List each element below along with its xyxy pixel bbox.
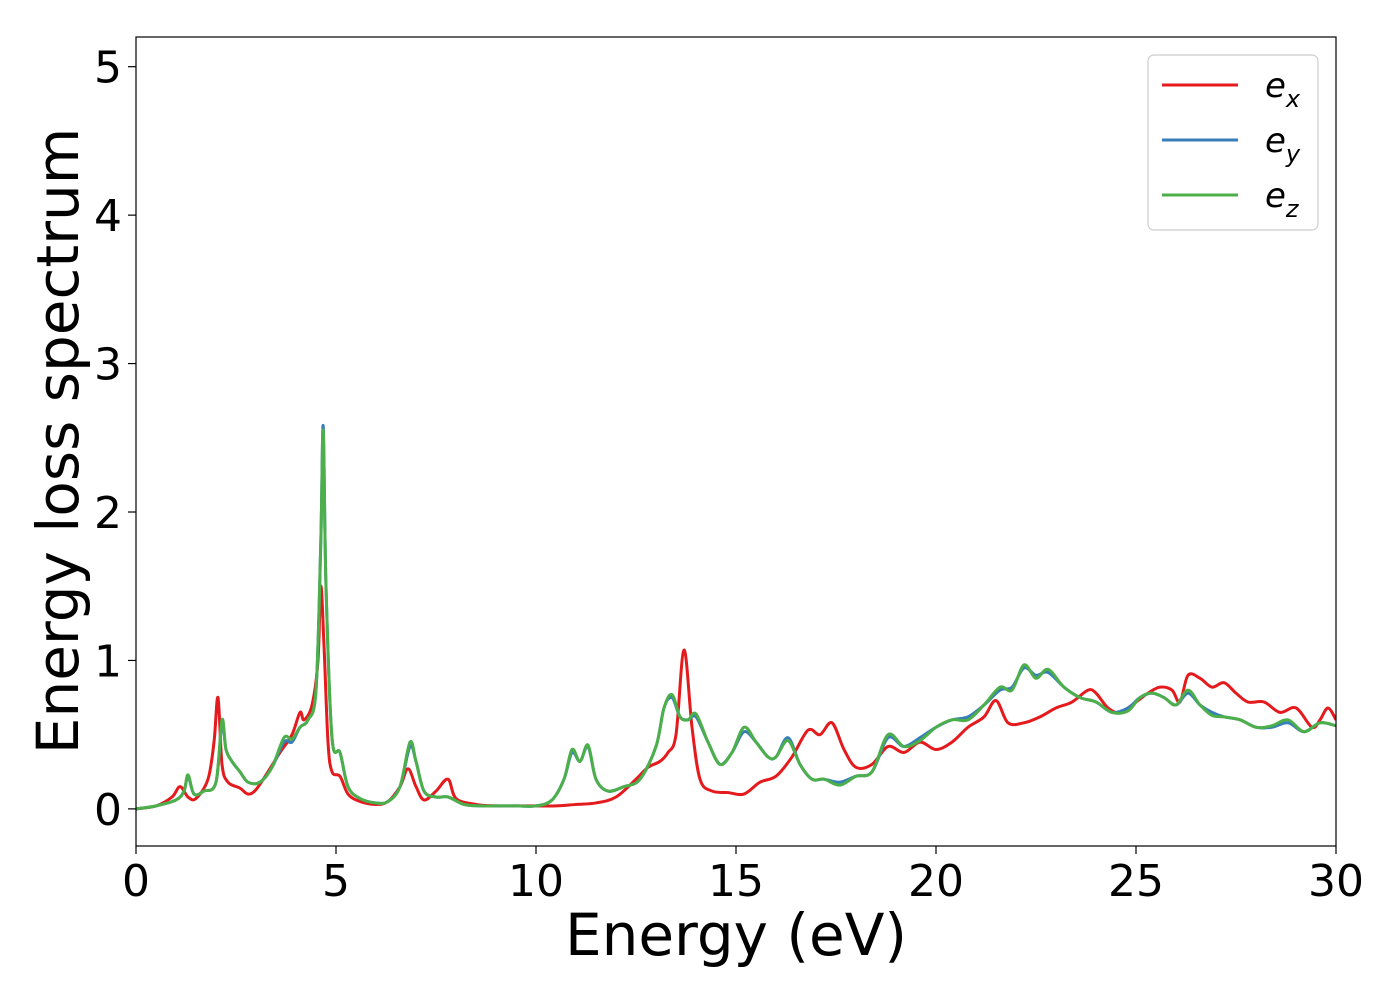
y-tick-label: 5 (94, 43, 122, 94)
x-axis-title: Energy (eV) (565, 901, 907, 969)
legend-entries: ex ey ez (1162, 66, 1301, 223)
x-tick-label: 20 (908, 856, 964, 907)
y-tick-label: 0 (94, 785, 122, 836)
y-tick-label: 1 (94, 636, 122, 687)
legend-box (1147, 54, 1319, 231)
y-tick-label: 2 (94, 488, 122, 539)
y-tick-label: 3 (94, 340, 122, 391)
x-tick-label: 15 (708, 856, 764, 907)
x-tick-label: 5 (322, 856, 350, 907)
legend: ex ey ez (1147, 54, 1319, 231)
y-tick-label: 4 (94, 191, 122, 242)
y-axis: 0 1 2 3 4 5 (94, 43, 136, 836)
series-line-e-z (136, 428, 1336, 811)
x-tick-label: 30 (1308, 856, 1364, 907)
x-axis: 0 5 10 15 20 25 30 (122, 846, 1364, 907)
x-tick-label: 0 (122, 856, 150, 907)
series-layer (136, 424, 1336, 811)
x-tick-label: 10 (508, 856, 564, 907)
legend-label-e-y: ey (1265, 121, 1301, 168)
legend-label-e-x: ex (1265, 66, 1301, 113)
x-tick-label: 25 (1108, 856, 1164, 907)
legend-label-e-z: ez (1265, 176, 1300, 223)
y-axis-title: Energy loss spectrum (24, 128, 92, 754)
